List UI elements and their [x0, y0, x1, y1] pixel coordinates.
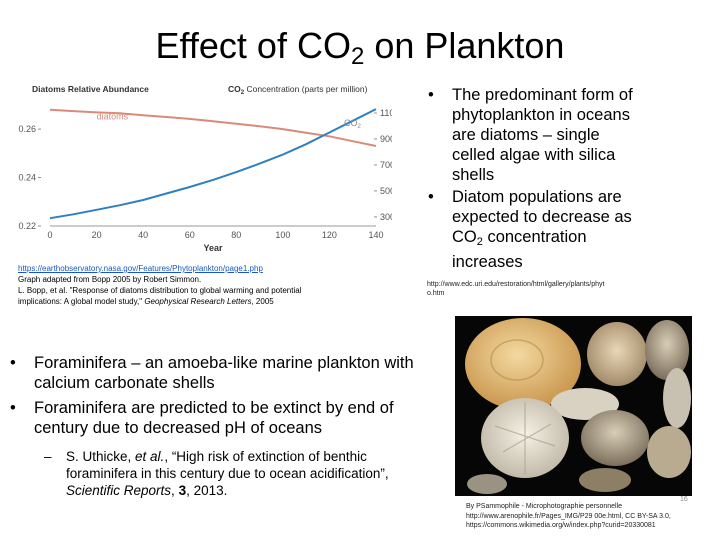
bullet-diatom-decrease: Diatom populations are expected to decre… — [428, 187, 718, 272]
photo-credit-commons-url[interactable]: https://commons.wikimedia.org/w/index.ph… — [466, 522, 656, 529]
photo-credit-author: By PSammophile - Microphotographie perso… — [466, 503, 623, 510]
page-number: 16 — [680, 496, 688, 503]
chart-title-right: CO2 Concentration (parts per million) — [228, 84, 368, 96]
y-right-tick-label: 500 — [380, 186, 392, 196]
chart-source-link[interactable]: https://earthobservatory.nasa.gov/Featur… — [18, 264, 263, 273]
foraminifera-photo — [455, 316, 692, 496]
y-left-tick-label: 0.24 — [18, 173, 36, 183]
photo-credit: By PSammophile - Microphotographie perso… — [466, 502, 716, 531]
photo-credit-url[interactable]: http://www.arenophile.fr/Pages_IMG/P29 0… — [466, 512, 671, 520]
y-right-tick-label: 900 — [380, 134, 392, 144]
x-tick-label: 80 — [231, 230, 241, 240]
x-axis-label: Year — [203, 243, 223, 253]
slide-title: Effect of CO2 on Plankton — [0, 22, 720, 81]
y-right-tick-label: 300 — [380, 212, 392, 222]
caption-line-1: Graph adapted from Bopp 2005 by Robert S… — [18, 275, 202, 284]
caption-line-3: implications: A global model study," Geo… — [18, 297, 274, 306]
y-left-tick-label: 0.26 — [18, 124, 36, 134]
diatom-bullets: The predominant form of phytoplankton in… — [428, 85, 718, 274]
foraminifera-bullets: Foraminifera – an amoeba-like marine pla… — [8, 353, 468, 443]
bullet-diatoms-predominant: The predominant form of phytoplankton in… — [428, 85, 718, 185]
bullet-foraminifera-extinction: Foraminifera are predicted to be extinct… — [8, 398, 468, 438]
diatom-source-url[interactable]: http://www.edc.uri.edu/restoration/html/… — [427, 281, 605, 297]
series-label-diatoms: diatoms — [97, 111, 129, 121]
foraminifera-shells-image — [455, 316, 692, 496]
series-line-co — [49, 108, 377, 220]
title-subscript: 2 — [350, 43, 365, 70]
x-tick-label: 120 — [322, 230, 337, 240]
series-label-co2: CO2 — [344, 118, 362, 130]
x-tick-label: 0 — [47, 230, 52, 240]
diatoms-co2-chart: Diatoms Relative Abundance CO2 Concentrat… — [18, 84, 392, 253]
y-right-tick-label: 1100 — [380, 108, 392, 118]
x-tick-label: 20 — [92, 230, 102, 240]
x-tick-label: 140 — [368, 230, 383, 240]
y-right-tick-label: 700 — [380, 160, 392, 170]
x-tick-label: 60 — [185, 230, 195, 240]
title-text-rest: on Plankton — [364, 25, 565, 66]
bullet-foraminifera-definition: Foraminifera – an amoeba-like marine pla… — [8, 353, 468, 393]
caption-line-2: L. Bopp, et al. "Response of diatoms dis… — [18, 286, 302, 295]
x-tick-label: 100 — [275, 230, 290, 240]
title-text: Effect of CO — [155, 25, 351, 66]
series-line-diatoms — [49, 108, 377, 147]
y-left-tick-label: 0.22 — [18, 221, 36, 231]
x-tick-label: 40 — [138, 230, 148, 240]
uthicke-citation: – S. Uthicke, et al., “High risk of exti… — [44, 449, 389, 498]
chart-title-left: Diatoms Relative Abundance — [32, 84, 149, 94]
chart-caption: https://earthobservatory.nasa.gov/Featur… — [18, 263, 378, 307]
